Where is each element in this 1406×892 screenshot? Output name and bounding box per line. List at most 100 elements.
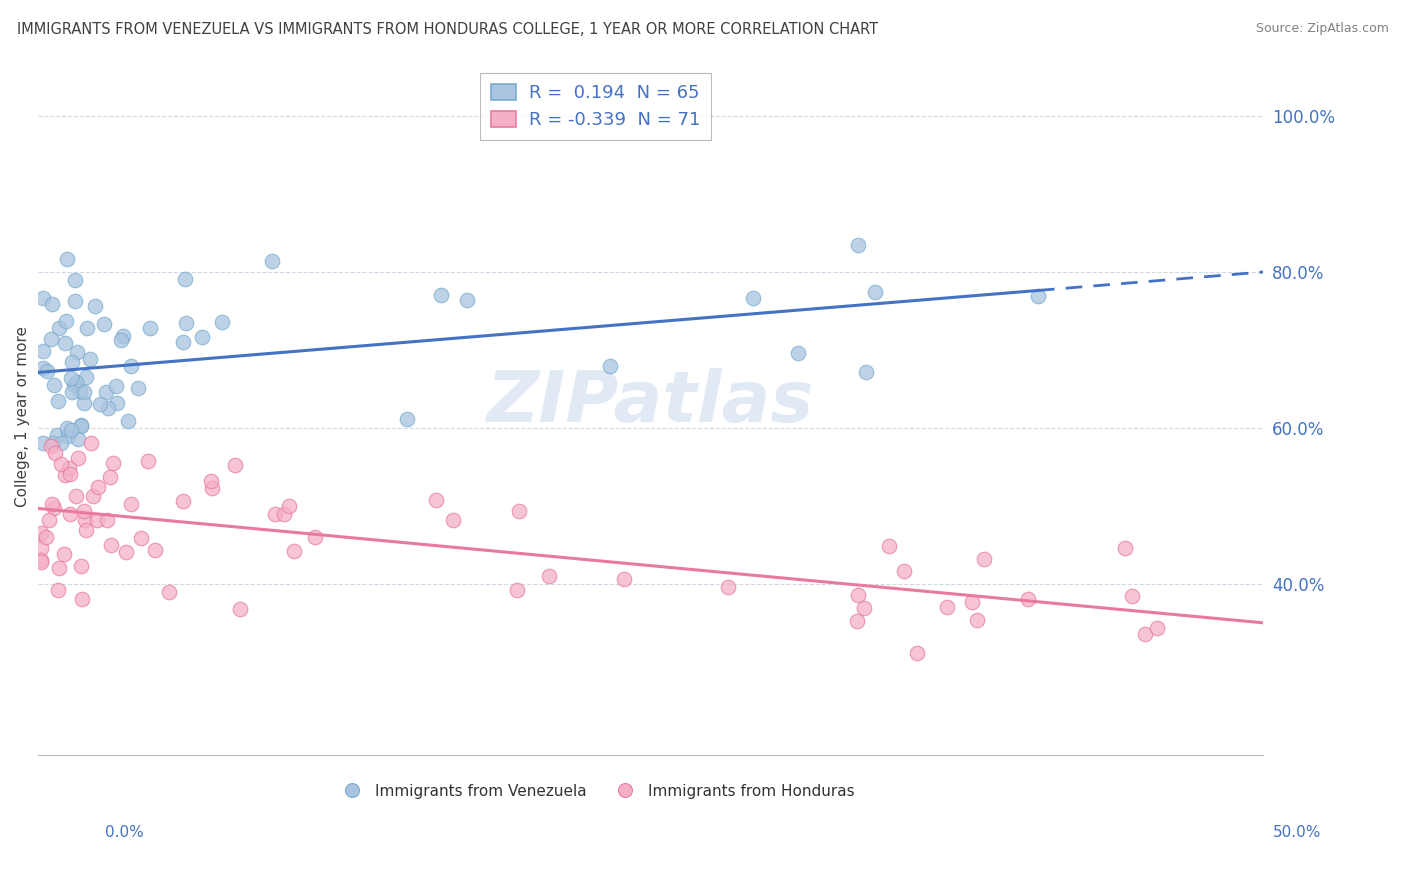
Point [395,412,418,426]
Point [100,538,122,552]
Point [960,595,983,609]
Point [201,481,224,495]
Point [32,344,55,359]
Point [174,272,197,286]
Point [191,330,214,344]
Point [30,553,52,567]
Point [51,436,73,450]
Point [72,504,94,518]
Point [75,524,97,538]
Point [845,614,868,628]
Point [143,543,166,558]
Point [60,371,83,385]
Point [59,467,82,481]
Point [97,401,120,416]
Point [48,561,70,575]
Text: Source: ZipAtlas.com: Source: ZipAtlas.com [1256,22,1389,36]
Point [55,421,77,435]
Point [96,513,118,527]
Point [855,365,877,379]
Point [105,379,128,393]
Point [224,458,246,472]
Text: IMMIGRANTS FROM VENEZUELA VS IMMIGRANTS FROM HONDURAS COLLEGE, 1 YEAR OR MORE CO: IMMIGRANTS FROM VENEZUELA VS IMMIGRANTS … [17,22,877,37]
Point [973,551,995,566]
Point [103,456,125,470]
Point [62,378,84,392]
Point [44,501,66,516]
Point [211,315,233,329]
Point [508,504,530,518]
Point [55,313,77,327]
Point [66,345,89,359]
Point [55,468,77,483]
Point [75,369,97,384]
Point [73,513,96,527]
Point [60,354,83,368]
Point [41,497,63,511]
Text: 0.0%: 0.0% [105,825,145,840]
Point [58,460,80,475]
Point [1114,541,1136,555]
Point [44,378,66,392]
Point [69,384,91,398]
Point [66,451,89,466]
Point [129,531,152,545]
Point [430,288,453,302]
Point [41,297,63,311]
Point [48,320,70,334]
Point [172,494,194,508]
Point [30,526,52,541]
Point [82,489,104,503]
Point [893,564,915,578]
Point [537,568,560,582]
Point [174,316,197,330]
Point [110,333,132,347]
Point [56,429,79,443]
Point [853,601,876,615]
Point [42,436,65,450]
Point [65,489,87,503]
Point [717,580,740,594]
Point [304,531,326,545]
Point [59,423,82,437]
Point [53,336,76,351]
Point [1026,289,1049,303]
Point [65,293,87,308]
Point [89,397,111,411]
Point [44,445,66,459]
Point [117,414,139,428]
Point [38,513,60,527]
Point [741,291,763,305]
Point [69,419,91,434]
Point [172,335,194,350]
Point [94,384,117,399]
Point [53,547,76,561]
Point [46,428,69,442]
Point [105,395,128,409]
Point [200,474,222,488]
Point [49,457,72,471]
Point [229,602,252,616]
Point [506,583,529,598]
Point [83,299,105,313]
Point [273,507,295,521]
Point [32,436,55,450]
Point [79,352,101,367]
Point [863,285,886,299]
Point [86,513,108,527]
Point [1135,627,1157,641]
Point [59,507,82,521]
Point [70,417,93,432]
Point [120,497,142,511]
Point [63,273,86,287]
Point [879,539,901,553]
Point [966,614,988,628]
Point [76,321,98,335]
Point [87,480,110,494]
Point [80,436,103,450]
Point [32,292,55,306]
Point [46,394,69,409]
Point [935,599,957,614]
Point [34,529,56,543]
Point [157,585,180,599]
